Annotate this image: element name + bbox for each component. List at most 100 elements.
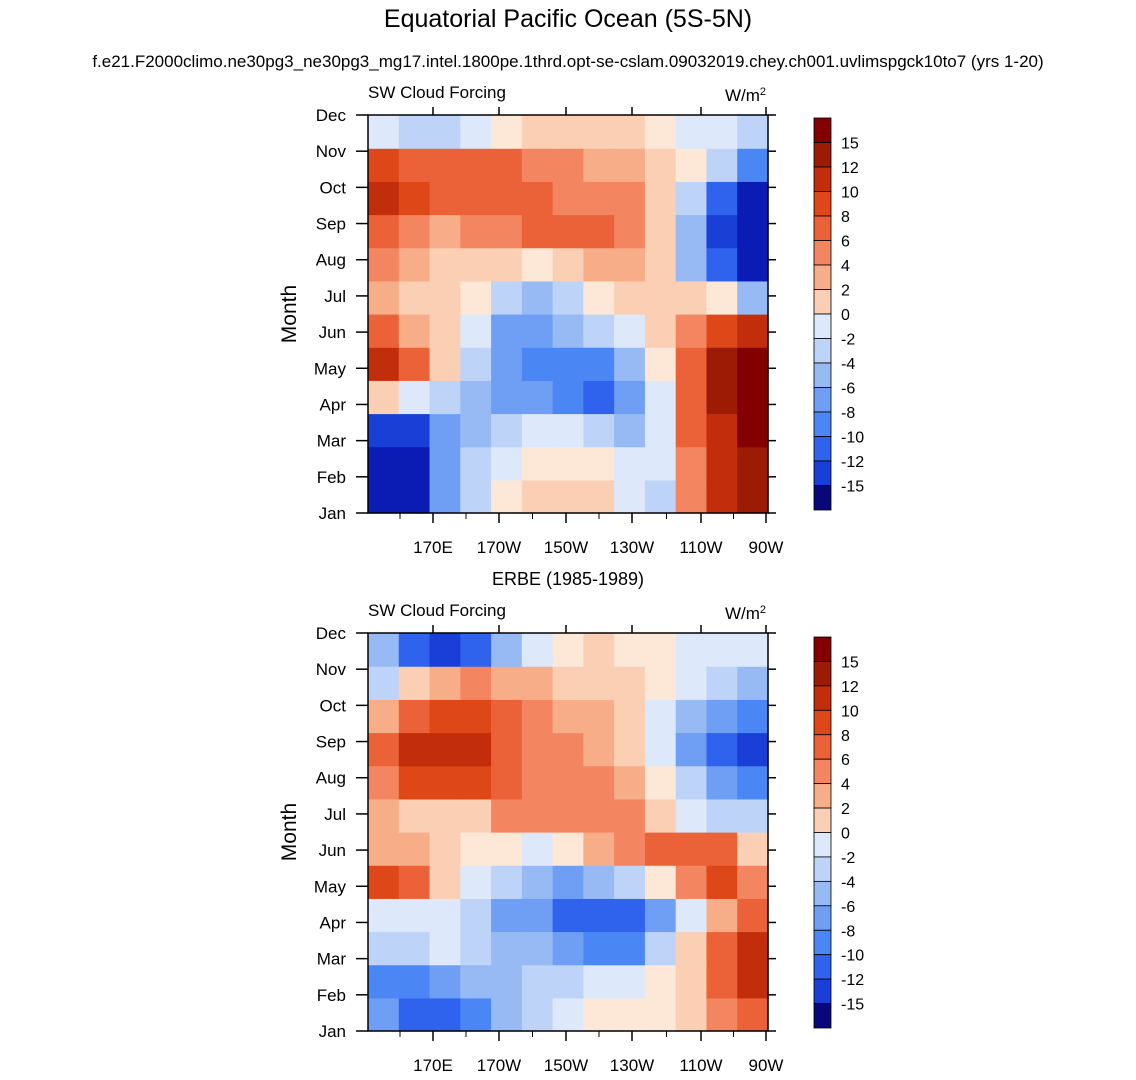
colorbar-box bbox=[813, 832, 832, 858]
panel-left-label: SW Cloud Forcing bbox=[368, 83, 506, 102]
heatmap-cell bbox=[460, 633, 492, 667]
heatmap-cell bbox=[521, 865, 554, 899]
y-tick-label: Feb bbox=[317, 468, 346, 487]
y-tick-label: May bbox=[314, 359, 347, 378]
heatmap-cell bbox=[429, 413, 461, 448]
colorbar-label: -15 bbox=[841, 479, 864, 496]
heatmap-cell bbox=[398, 798, 431, 833]
heatmap-cell bbox=[398, 666, 431, 700]
colorbar-box bbox=[813, 387, 832, 413]
y-tick-label: Oct bbox=[320, 178, 347, 197]
colorbar-label: -4 bbox=[841, 874, 855, 891]
colorbar-box bbox=[813, 661, 832, 687]
heatmap-cell bbox=[521, 115, 554, 149]
colorbar-box bbox=[813, 166, 832, 192]
heatmap-cell bbox=[644, 931, 677, 966]
heatmap-cell bbox=[429, 997, 461, 1032]
x-tick-label: 130W bbox=[610, 1056, 654, 1075]
heatmap-cell bbox=[583, 148, 615, 182]
y-tick-label: Apr bbox=[320, 913, 347, 932]
colorbar-label: 15 bbox=[841, 136, 859, 153]
heatmap-cell bbox=[644, 832, 677, 866]
heatmap-cell bbox=[706, 380, 738, 415]
heatmap-cell bbox=[644, 633, 677, 667]
heatmap-cell bbox=[614, 247, 646, 282]
heatmap-cell bbox=[460, 765, 492, 800]
figure-title: Equatorial Pacific Ocean (5S-5N) bbox=[384, 5, 752, 33]
heatmap-cell bbox=[398, 765, 431, 800]
heatmap-cell bbox=[429, 865, 461, 899]
heatmap-cell bbox=[491, 413, 523, 448]
heatmap-cell bbox=[675, 699, 708, 734]
heatmap-cell bbox=[460, 115, 492, 149]
colorbar: 15 12 10 8 6 4 2 0 -2 -4 -6 -8 -10 -12 -15 bbox=[813, 117, 864, 511]
colorbar-label: 2 bbox=[841, 283, 850, 300]
heatmap-cell bbox=[491, 247, 523, 282]
heatmap-cell bbox=[460, 446, 492, 481]
heatmap-cell bbox=[644, 280, 677, 315]
colorbar-box bbox=[813, 807, 832, 833]
heatmap-cell bbox=[398, 446, 431, 481]
heatmap-cell bbox=[368, 446, 400, 481]
heatmap-cell bbox=[706, 997, 738, 1032]
y-tick-label: Nov bbox=[316, 660, 347, 679]
heatmap-cell bbox=[491, 964, 523, 999]
heatmap-cell bbox=[583, 666, 615, 700]
heatmap-cell bbox=[521, 633, 554, 667]
colorbar-label: -2 bbox=[841, 332, 855, 349]
heatmap-cell bbox=[368, 247, 400, 282]
heatmap-cell bbox=[583, 314, 615, 348]
heatmap-cell bbox=[368, 997, 400, 1032]
colorbar-label: 4 bbox=[841, 777, 850, 794]
heatmap-cell bbox=[429, 280, 461, 315]
heatmap-cell bbox=[644, 732, 677, 767]
heatmap-cell bbox=[460, 413, 492, 448]
heatmap-cell bbox=[675, 666, 708, 700]
heatmap-cell bbox=[521, 798, 554, 833]
heatmap-cell bbox=[552, 997, 584, 1032]
heatmap-cell bbox=[706, 479, 738, 514]
heatmap-cell bbox=[398, 380, 431, 415]
heatmap-cell bbox=[583, 832, 615, 866]
heatmap-cell bbox=[614, 115, 646, 149]
colorbar-label: 4 bbox=[841, 258, 850, 275]
heatmap-cell bbox=[521, 247, 554, 282]
heatmap-cell bbox=[552, 898, 584, 933]
heatmap-panel-2: Jan Feb Mar Apr May Jun Jul Aug Sep Oct Nov Dec 170E… bbox=[278, 569, 864, 1075]
heatmap-cell bbox=[521, 666, 554, 700]
heatmap-cell bbox=[737, 765, 769, 800]
heatmap-cell bbox=[521, 280, 554, 315]
heatmap-cell bbox=[491, 633, 523, 667]
heatmap-cell bbox=[675, 765, 708, 800]
heatmap-cell bbox=[368, 380, 400, 415]
heatmap-cell bbox=[644, 247, 677, 282]
heatmap-cell bbox=[552, 181, 584, 216]
y-tick-label: Oct bbox=[320, 696, 347, 715]
heatmap-cell bbox=[583, 247, 615, 282]
heatmap-cell bbox=[398, 865, 431, 899]
colorbar-label: 10 bbox=[841, 703, 859, 720]
heatmap-cell bbox=[460, 479, 492, 514]
y-tick-label: Sep bbox=[316, 215, 346, 234]
heatmap-cell bbox=[368, 931, 400, 966]
heatmap-cell bbox=[583, 280, 615, 315]
heatmap-cell bbox=[644, 479, 677, 514]
colorbar-label: -10 bbox=[841, 430, 864, 447]
heatmap-cell bbox=[491, 732, 523, 767]
heatmap-cell bbox=[675, 798, 708, 833]
heatmap-cell bbox=[644, 798, 677, 833]
heatmap-cell bbox=[614, 997, 646, 1032]
heatmap-cell bbox=[521, 181, 554, 216]
heatmap-cell bbox=[675, 446, 708, 481]
heatmap-cell bbox=[644, 148, 677, 182]
heatmap-cell bbox=[706, 347, 738, 381]
heatmap-cell bbox=[521, 314, 554, 348]
colorbar-box bbox=[813, 685, 832, 711]
heatmap-cell bbox=[398, 214, 431, 249]
colorbar-label: 10 bbox=[841, 185, 859, 202]
heatmap-cell bbox=[737, 633, 769, 667]
heatmap-cell bbox=[368, 699, 400, 734]
heatmap-cell bbox=[398, 699, 431, 734]
colorbar-label: 6 bbox=[841, 752, 850, 769]
heatmap-cell bbox=[398, 314, 431, 348]
